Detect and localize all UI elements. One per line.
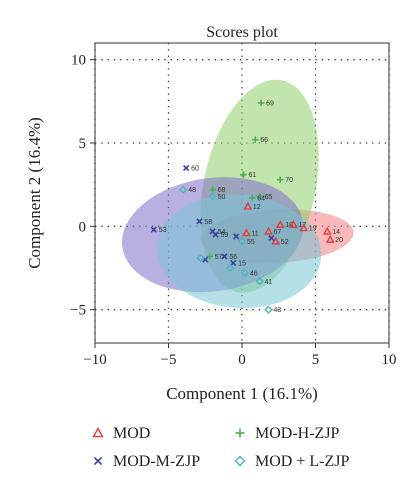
point-marker: [277, 176, 284, 183]
point-label: 50: [218, 194, 226, 201]
legend-item: MOD + L-ZJP: [234, 453, 349, 470]
chart-title: Scores plot: [206, 24, 278, 41]
point-marker: [289, 220, 298, 228]
point-label: 46: [250, 271, 258, 278]
point-label: 66: [260, 137, 268, 144]
legend-label: MOD-H-ZJP: [255, 425, 340, 442]
point-marker: [242, 228, 251, 237]
point-marker: [232, 233, 240, 240]
x-tick-label: −10: [83, 352, 106, 368]
x-axis-label: Component 1 (16.1%): [166, 384, 318, 403]
point-marker: [256, 193, 263, 200]
point-marker: [209, 186, 216, 193]
point-marker: [252, 136, 259, 143]
point-label: 64: [257, 196, 265, 203]
point-marker: [299, 223, 309, 232]
point-marker: [179, 185, 188, 194]
point-marker: [322, 226, 332, 235]
x-tick-label: 10: [382, 352, 397, 368]
point-marker: [268, 234, 275, 242]
point-label: 68: [218, 187, 226, 194]
point-label: 17: [298, 222, 306, 229]
y-tick-label: −5: [70, 303, 86, 319]
point-marker: [208, 192, 217, 201]
point-label: 41: [265, 279, 273, 286]
legend-item: MOD: [92, 425, 150, 442]
point-label: 18: [285, 222, 293, 229]
point-label: 19: [309, 226, 317, 233]
point-marker: [264, 305, 273, 314]
point-marker: [183, 164, 190, 172]
point-marker: [325, 235, 335, 243]
point-label: 56: [229, 254, 237, 261]
point-marker: [230, 259, 237, 267]
point-label: 65: [265, 194, 273, 201]
x-tick-label: 5: [312, 352, 320, 368]
y-axis-label: Component 2 (16.4%): [25, 117, 44, 269]
legend-label: MOD-M-ZJP: [113, 453, 200, 470]
point-label: 14: [332, 229, 340, 236]
legend-marker: [93, 456, 103, 466]
legend-marker: [234, 455, 246, 467]
point-marker: [212, 231, 219, 238]
point-marker: [264, 226, 273, 235]
point-label: 15: [238, 261, 246, 268]
point-label: 70: [285, 177, 293, 184]
point-marker: [221, 253, 228, 260]
legend-item: MOD-M-ZJP: [93, 453, 200, 470]
point-marker: [237, 237, 247, 246]
point-marker: [257, 99, 265, 107]
point-label: 69: [266, 101, 274, 108]
y-tick-label: 10: [71, 53, 86, 69]
point-marker: [240, 268, 250, 278]
point-label: 57: [215, 254, 223, 261]
point-marker: [275, 220, 285, 228]
y-tick-label: 0: [79, 219, 87, 235]
point-marker: [240, 171, 247, 178]
point-marker: [243, 201, 253, 210]
point-label: 52: [281, 239, 289, 246]
point-marker: [226, 263, 235, 273]
point-label: 67: [273, 229, 281, 236]
point-marker: [196, 218, 203, 225]
point-marker: [271, 236, 281, 245]
point-label: 60: [191, 166, 199, 173]
point-marker: [255, 277, 264, 286]
legend-item: MOD-H-ZJP: [235, 425, 340, 442]
legend-label: MOD: [113, 425, 150, 442]
x-tick-label: 0: [238, 352, 246, 368]
y-tick-label: 5: [79, 136, 87, 152]
point-label: 11: [251, 231, 258, 238]
point-marker: [249, 194, 256, 202]
point-marker: [206, 253, 213, 260]
point-label: 55: [247, 239, 255, 246]
legend-marker: [92, 427, 104, 438]
point-label: 54: [218, 229, 226, 236]
point-label: 12: [253, 204, 261, 211]
legend: MOD MOD-H-ZJP MOD-M-ZJP MOD + L-ZJP: [92, 425, 349, 470]
legend-label: MOD + L-ZJP: [255, 453, 349, 470]
point-label: 43: [273, 307, 281, 314]
legend-marker: [235, 428, 245, 438]
point-label: 48: [188, 187, 196, 194]
point-marker: [150, 226, 157, 233]
point-label: 61: [248, 172, 256, 179]
point-label: 20: [335, 237, 343, 244]
x-tick-label: −5: [161, 352, 177, 368]
axis-ticks: −10 −5 0 5 10 −5 0 5 10: [70, 53, 396, 368]
point-label: 53: [159, 227, 167, 234]
point-label: 59: [221, 232, 229, 239]
point-label: 58: [204, 219, 212, 226]
point-marker: [196, 253, 206, 263]
